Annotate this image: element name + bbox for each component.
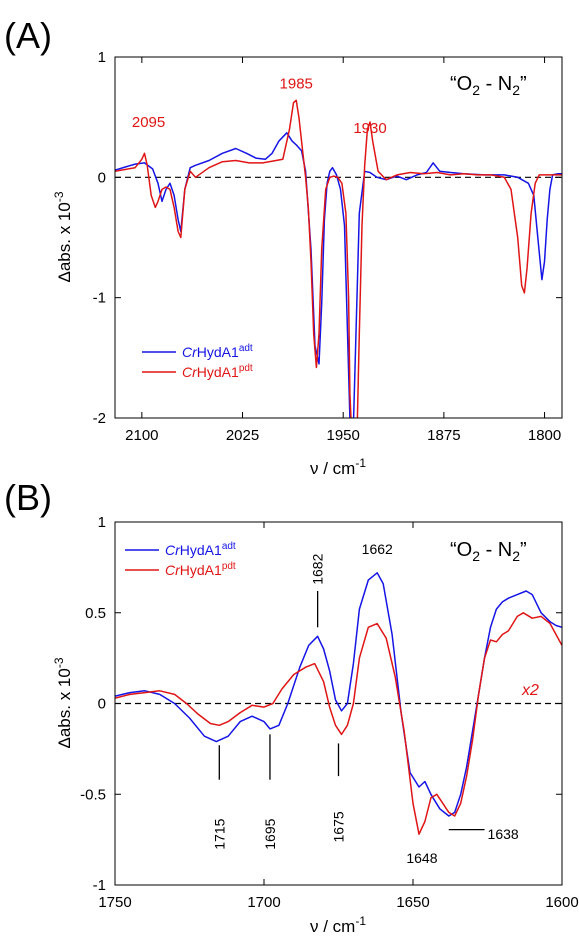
peak-label: 1662 (362, 541, 393, 557)
panel-b-series-group (115, 572, 562, 835)
panel-b-label: (B) (4, 477, 52, 518)
legend-pdt-label: CrHydA1pdt (182, 363, 253, 380)
panel-b-scale-note: x2 (521, 682, 539, 699)
peak-annotation: 2095 (132, 114, 165, 131)
y-tick-label: -2 (93, 410, 106, 427)
x-tick-label: 2025 (226, 427, 259, 444)
x-tick-label: 1650 (396, 894, 429, 911)
x-tick-label: 1700 (247, 894, 280, 911)
peak-annotation: 1930 (353, 120, 386, 137)
panel-b-axes: 1750 1700 1650 1600 -1 -0.5 0 0.5 1 (80, 514, 579, 911)
series-line-adt (115, 132, 562, 418)
x-tick-label: 1800 (528, 427, 561, 444)
panel-a-annotations: 2095 1985 1930 (132, 75, 387, 137)
y-tick-label: -0.5 (80, 786, 106, 803)
panel-b-x-axis-label: ν / cm-1 (310, 914, 366, 936)
panel-a-y-axis-label: Δabs. x 10-3 (52, 191, 74, 282)
y-tick-label: -1 (93, 877, 106, 894)
peak-label: 1648 (406, 850, 437, 866)
y-tick-label: 0.5 (85, 605, 106, 622)
legend-adt-label: CrHydA1adt (165, 541, 236, 558)
x-tick-label: 2100 (125, 427, 158, 444)
panel-b-y-axis-label: Δabs. x 10-3 (52, 657, 74, 748)
series-line-adt (115, 572, 562, 817)
y-tick-label: 0 (98, 169, 106, 186)
peak-label: 1638 (488, 826, 519, 842)
peak-label: 1675 (331, 811, 347, 842)
peak-label: 1695 (262, 818, 278, 849)
x-tick-label: 1875 (427, 427, 460, 444)
peak-label: 1682 (310, 553, 326, 584)
panel-a-series-group (115, 99, 562, 418)
peak-annotation: 1985 (280, 75, 313, 92)
x-tick-label: 1750 (98, 894, 131, 911)
y-tick-label: 0 (98, 696, 106, 713)
panel-b-annotations: 1715 1695 1675 1682 1662 1648 1638 (211, 541, 519, 866)
panel-b-legend: CrHydA1adt CrHydA1pdt (125, 541, 236, 578)
legend-adt-label: CrHydA1adt (182, 343, 253, 360)
panel-a-axes: 2100 2025 1950 1875 1800 -2 -1 0 1 (93, 49, 562, 444)
series-line-pdt (115, 99, 562, 418)
x-tick-label: 1600 (545, 894, 578, 911)
panel-b: (B) 1750 1700 1650 1600 -1 -0.5 0 0.5 1 1715 1695… (4, 477, 579, 936)
x-tick-label: 1950 (327, 427, 360, 444)
panel-a: (A) 2100 2025 1950 1875 1800 -2 -1 0 1 2095 1985 1… (4, 15, 563, 478)
panel-b-inset-text: “O2 - N2” (450, 539, 527, 564)
panel-a-label: (A) (4, 15, 52, 56)
y-tick-label: 1 (98, 49, 106, 66)
panel-a-inset-text: “O2 - N2” (450, 73, 527, 98)
panel-a-frame (114, 56, 563, 419)
panel-a-x-axis-label: ν / cm-1 (310, 456, 366, 478)
series-line-pdt (115, 612, 562, 835)
legend-pdt-label: CrHydA1pdt (165, 561, 236, 578)
y-tick-label: -1 (93, 290, 106, 307)
panel-a-legend: CrHydA1adt CrHydA1pdt (142, 343, 253, 380)
y-tick-label: 1 (98, 514, 106, 531)
peak-label: 1715 (211, 818, 227, 849)
